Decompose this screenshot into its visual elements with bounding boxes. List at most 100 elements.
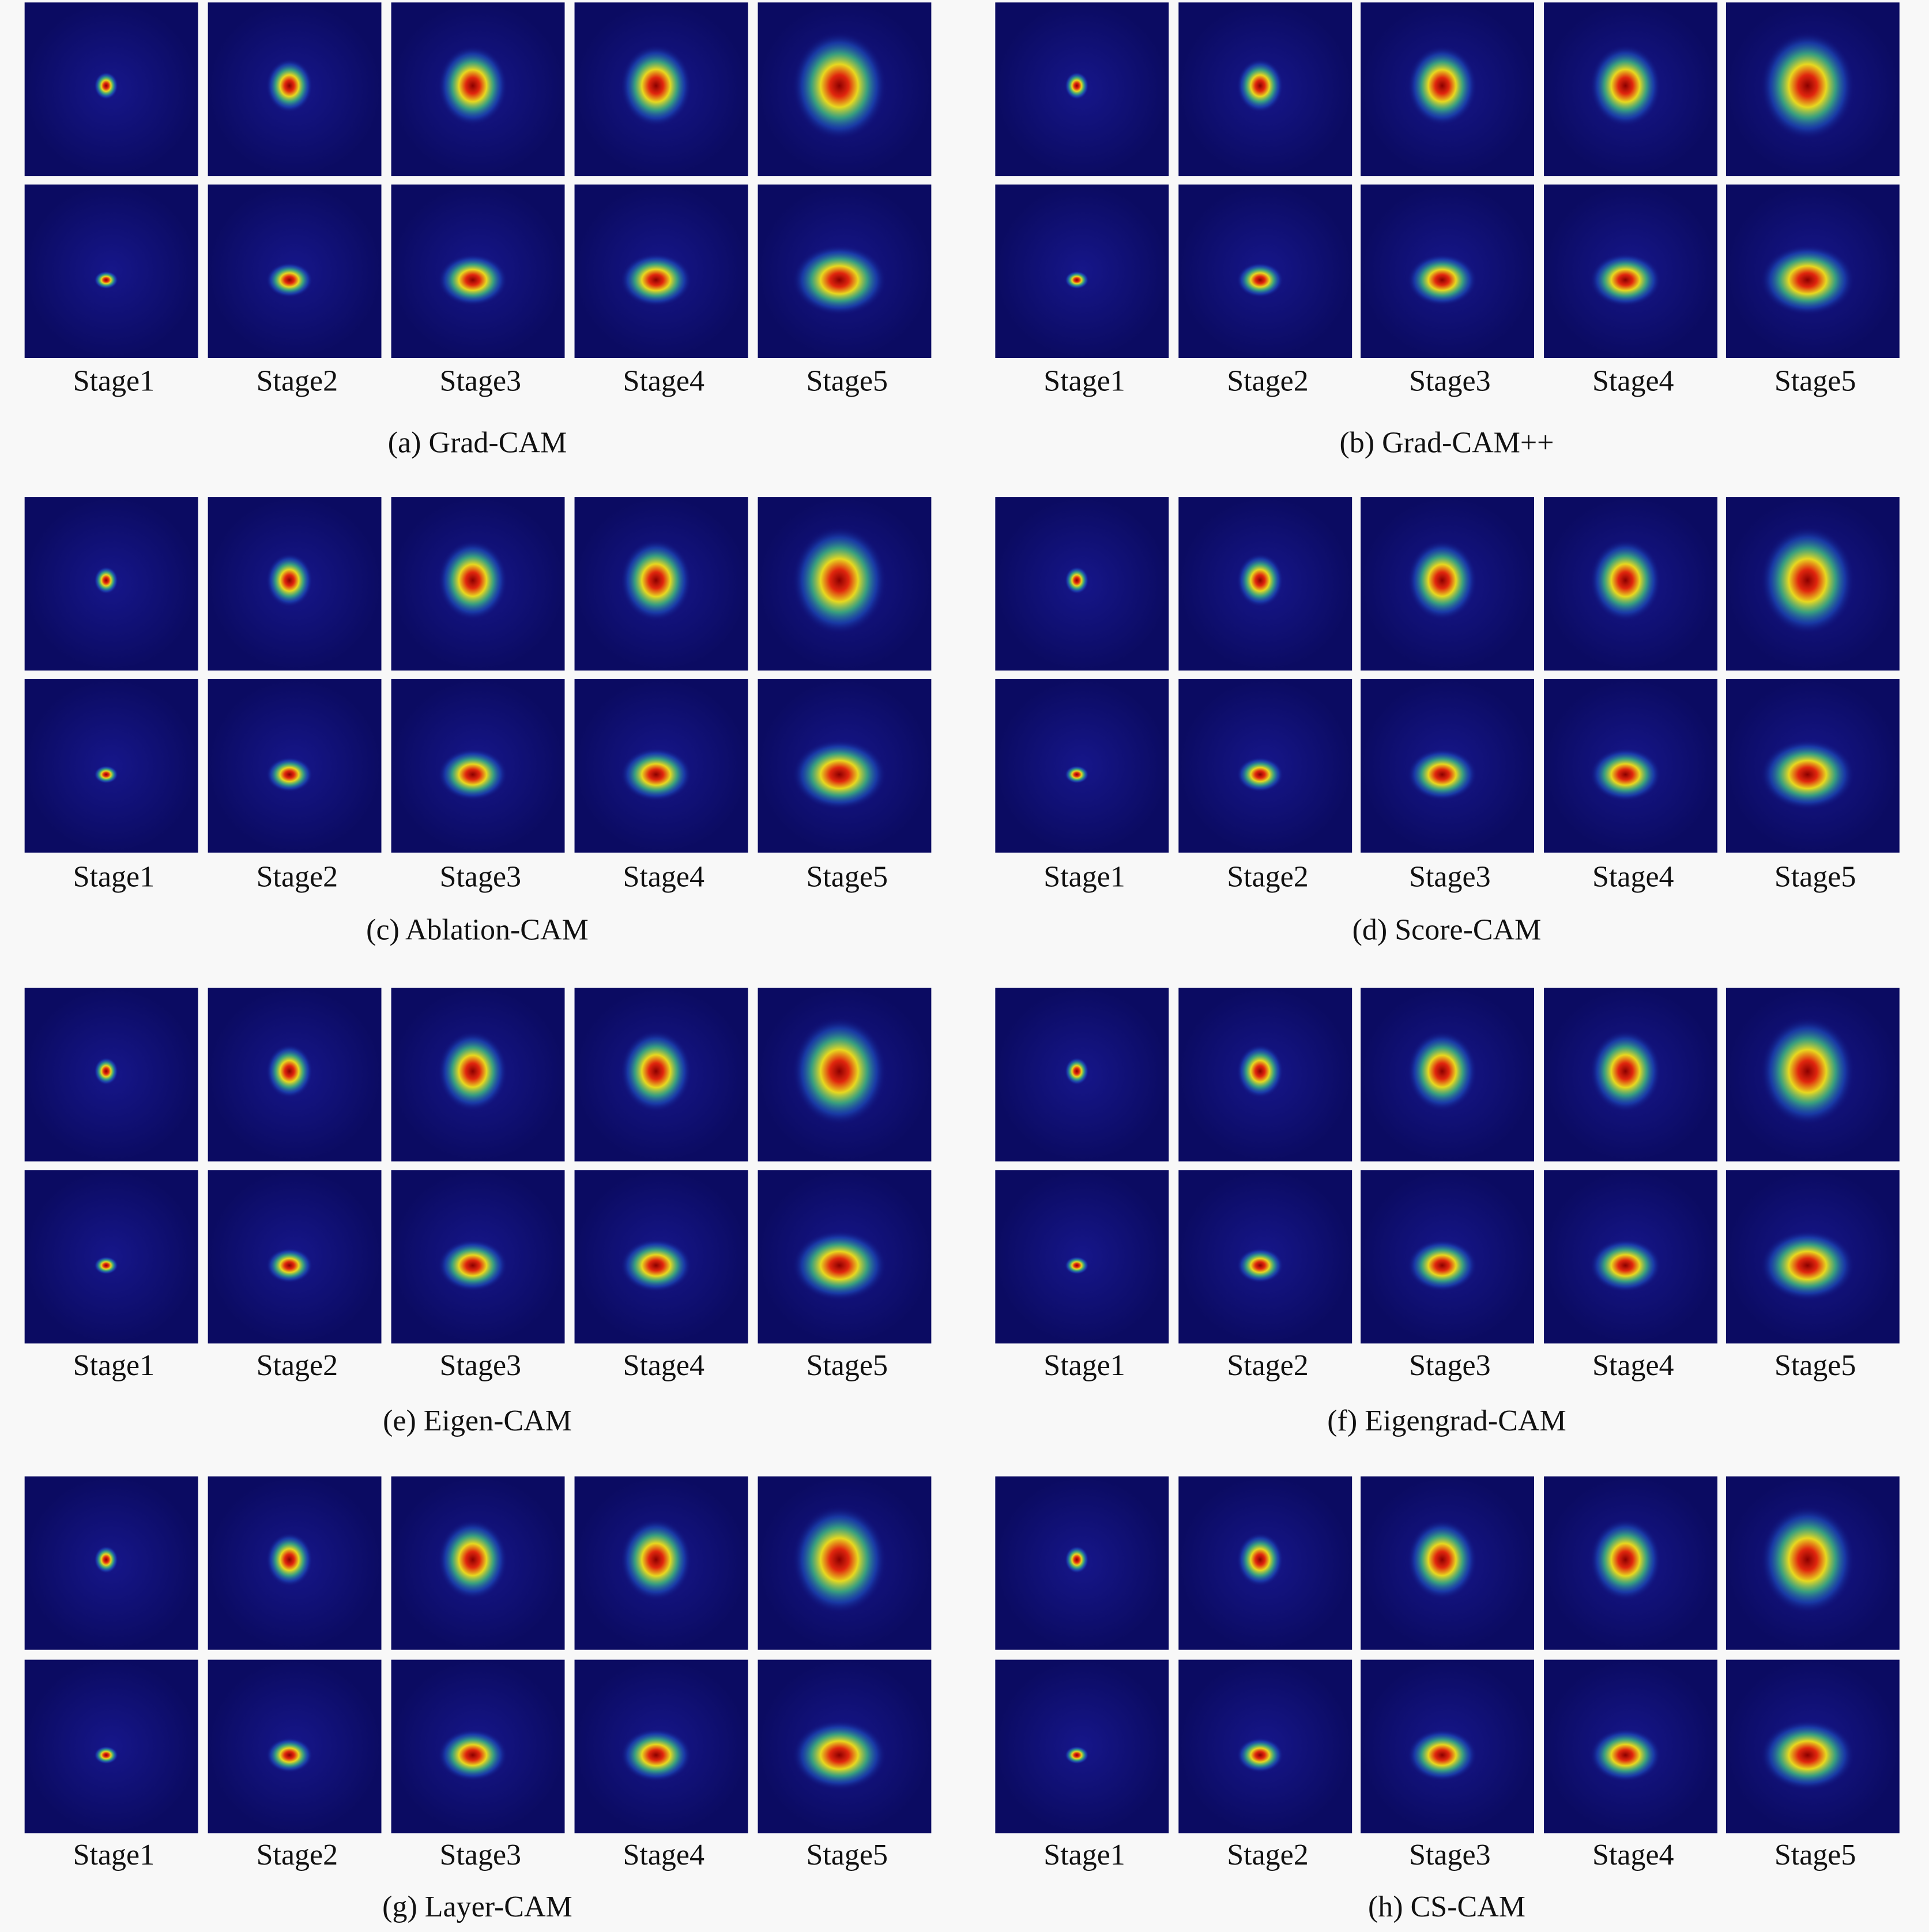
heat-blob	[1237, 1044, 1284, 1098]
stage-label: Stage1	[73, 861, 155, 894]
heatmap-tile	[24, 679, 198, 853]
heat-blob	[1407, 1729, 1477, 1782]
heat-blob	[1407, 1031, 1477, 1112]
heat-blob	[1589, 1519, 1661, 1601]
heat-blob	[1589, 44, 1661, 127]
heat-blob	[266, 756, 313, 792]
heat-blob	[438, 1519, 508, 1600]
stage-label: Stage4	[1592, 365, 1674, 398]
stage-label: Stage5	[1774, 1349, 1856, 1382]
stage-label: Stage3	[440, 1349, 522, 1382]
heat-blob	[266, 58, 313, 113]
heat-blob	[620, 1519, 692, 1601]
heat-blob	[266, 1044, 313, 1098]
stage-label: Stage4	[623, 861, 704, 894]
heat-blob	[1064, 1545, 1089, 1574]
heatmap-tile	[995, 184, 1169, 358]
stage-label: Stage1	[1043, 1839, 1125, 1871]
heatmap-tile	[24, 184, 198, 358]
heat-blob	[1407, 46, 1477, 126]
stage-label: Stage5	[1774, 861, 1856, 894]
panel-caption: (g) Layer-CAM	[382, 1890, 572, 1923]
heat-blob	[1064, 1256, 1089, 1275]
stage-label: Stage2	[257, 1839, 338, 1871]
heat-blob	[792, 244, 887, 315]
panel-caption: (d) Score-CAM	[1352, 913, 1542, 946]
heat-blob	[620, 253, 692, 307]
heat-blob	[620, 1728, 692, 1782]
heat-blob	[620, 1238, 692, 1293]
stage-label: Stage3	[1409, 365, 1491, 398]
heat-blob	[438, 1031, 508, 1112]
heat-blob	[94, 1545, 119, 1574]
stage-label: Stage3	[440, 861, 522, 894]
heatmap-tile	[995, 1659, 1169, 1833]
heat-blob	[792, 1230, 887, 1301]
heat-blob	[1237, 1737, 1284, 1773]
heat-blob	[438, 254, 508, 306]
heat-blob	[1237, 553, 1284, 608]
heat-blob	[1589, 1238, 1661, 1293]
heat-blob	[1761, 526, 1855, 634]
stage-label: Stage2	[257, 1349, 338, 1382]
heat-blob	[1237, 756, 1284, 792]
heat-blob	[792, 1017, 887, 1125]
stage-label: Stage1	[1043, 861, 1125, 894]
stage-label: Stage1	[1043, 1349, 1125, 1382]
heat-blob	[94, 71, 119, 100]
stage-label: Stage2	[1227, 1349, 1309, 1382]
heat-blob	[266, 1737, 313, 1773]
stage-label: Stage4	[623, 1349, 704, 1382]
heat-blob	[792, 739, 887, 810]
stage-label: Stage5	[1774, 1839, 1856, 1871]
stage-label: Stage4	[623, 1839, 704, 1871]
stage-label: Stage4	[623, 365, 704, 398]
stage-label: Stage3	[440, 1839, 522, 1871]
heat-blob	[1761, 1505, 1855, 1614]
heat-blob	[266, 1248, 313, 1283]
heat-blob	[1064, 1057, 1089, 1086]
heat-blob	[438, 46, 508, 126]
heat-blob	[1589, 539, 1661, 622]
stage-label: Stage5	[1774, 365, 1856, 398]
stage-label: Stage4	[1592, 861, 1674, 894]
heat-blob	[1761, 1017, 1855, 1125]
heat-blob	[438, 1239, 508, 1291]
heat-blob	[94, 1256, 119, 1275]
panel-caption: (b) Grad-CAM++	[1339, 426, 1554, 459]
heat-blob	[792, 32, 887, 140]
heat-blob	[792, 1720, 887, 1791]
heat-blob	[94, 566, 119, 594]
stage-label: Stage1	[1043, 365, 1125, 398]
heat-blob	[1407, 1239, 1477, 1291]
heat-blob	[1589, 253, 1661, 307]
heat-blob	[94, 270, 119, 289]
heat-blob	[620, 748, 692, 801]
panel-caption: (c) Ablation-CAM	[366, 913, 589, 946]
heat-blob	[620, 1030, 692, 1112]
heat-blob	[792, 526, 887, 634]
heat-blob	[266, 262, 313, 298]
stage-label: Stage2	[1227, 861, 1309, 894]
heat-blob	[438, 1729, 508, 1782]
heat-blob	[1589, 748, 1661, 801]
heat-blob	[1064, 765, 1089, 784]
heatmap-tile	[995, 1170, 1169, 1344]
heat-blob	[1064, 1746, 1089, 1764]
stage-label: Stage5	[806, 1349, 888, 1382]
heat-blob	[1589, 1728, 1661, 1782]
heat-blob	[620, 539, 692, 622]
stage-label: Stage2	[257, 365, 338, 398]
heat-blob	[1761, 1230, 1855, 1301]
stage-label: Stage4	[1592, 1349, 1674, 1382]
stage-label: Stage2	[1227, 365, 1309, 398]
stage-label: Stage1	[73, 1349, 155, 1382]
panel-caption: (h) CS-CAM	[1368, 1890, 1525, 1923]
stage-label: Stage3	[1409, 1349, 1491, 1382]
heat-blob	[1589, 1030, 1661, 1112]
heat-blob	[1237, 1248, 1284, 1283]
heat-blob	[1064, 71, 1089, 100]
heat-blob	[620, 44, 692, 127]
heat-blob	[266, 1532, 313, 1587]
heat-blob	[1407, 540, 1477, 620]
